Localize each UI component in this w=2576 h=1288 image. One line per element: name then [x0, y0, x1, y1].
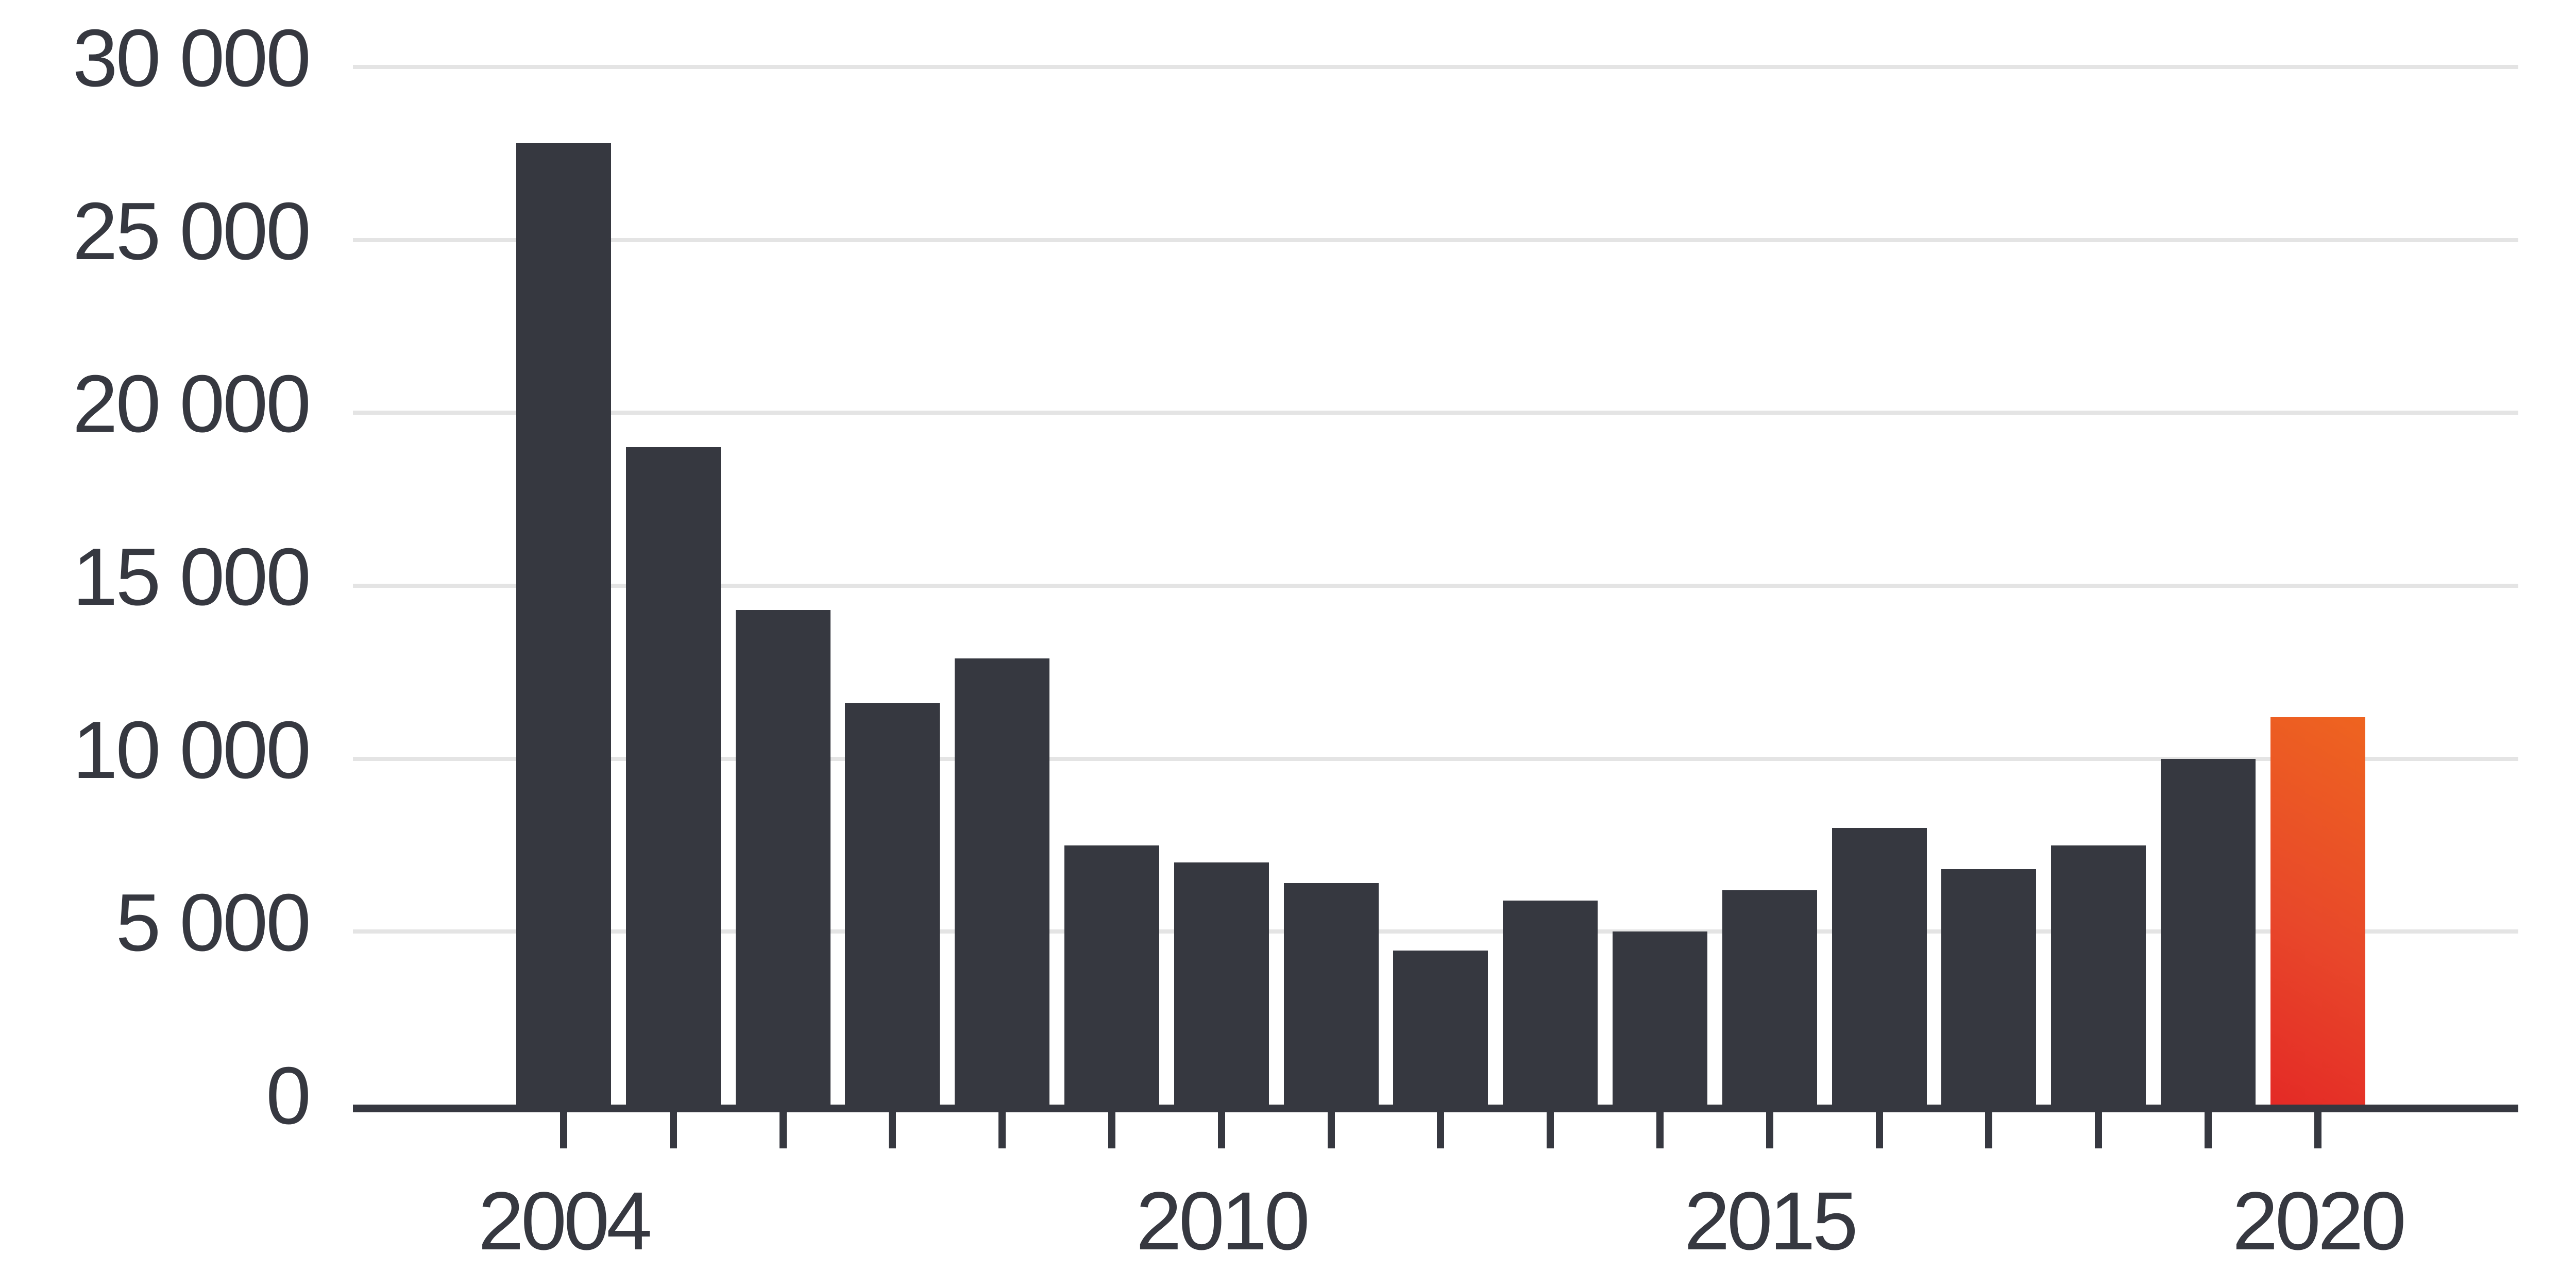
x-tick [669, 1112, 677, 1148]
y-tick-label: 25 000 [72, 185, 311, 277]
bar-2006 [735, 609, 831, 1105]
bar-2009 [1064, 845, 1159, 1105]
x-tick [1547, 1112, 1554, 1148]
bar-2007 [845, 703, 940, 1105]
bar-2019 [2161, 758, 2256, 1105]
bar-2018 [2051, 845, 2146, 1105]
x-tick [1985, 1112, 1993, 1148]
x-tick [1327, 1112, 1335, 1148]
x-tick [1217, 1112, 1225, 1148]
x-tick [779, 1112, 787, 1148]
y-tick-label: 15 000 [72, 532, 311, 622]
bar-2016 [1832, 827, 1927, 1105]
bar-2012 [1393, 951, 1488, 1105]
gridline [353, 411, 2518, 415]
x-tick-label: 2004 [478, 1175, 652, 1267]
x-tick [1437, 1112, 1445, 1148]
x-tick-label: 2010 [1136, 1175, 1310, 1267]
x-tick [560, 1112, 567, 1148]
x-tick [2314, 1112, 2321, 1148]
x-tick-label: 2015 [1684, 1175, 1858, 1267]
y-tick-label: 30 000 [72, 13, 311, 104]
x-tick [1656, 1112, 1664, 1148]
bar-2008 [955, 658, 1050, 1105]
x-tick-label: 2020 [2232, 1175, 2406, 1267]
gridline [353, 929, 2518, 934]
gridline [353, 756, 2518, 761]
x-tick [1108, 1112, 1115, 1148]
x-tick [1766, 1112, 1773, 1148]
gridline [353, 65, 2518, 69]
bar-2013 [1503, 900, 1598, 1105]
bar-2004 [516, 143, 611, 1105]
y-tick-label: 10 000 [72, 704, 311, 795]
bar-2010 [1174, 862, 1269, 1105]
x-tick [1875, 1112, 1883, 1148]
gridline [353, 238, 2518, 242]
y-tick-label: 0 [266, 1050, 311, 1141]
bar-2005 [625, 447, 721, 1105]
y-tick-label: 20 000 [72, 359, 311, 450]
gridline [353, 584, 2518, 588]
x-tick [998, 1112, 1006, 1148]
bar-2011 [1283, 883, 1379, 1105]
x-tick [2095, 1112, 2103, 1148]
x-tick [889, 1112, 896, 1148]
bar-2017 [1941, 869, 2037, 1105]
x-tick [2205, 1112, 2212, 1148]
bar-2014 [1613, 931, 1707, 1105]
y-tick-label: 5 000 [115, 877, 311, 969]
bar-2020 [2270, 717, 2365, 1105]
x-axis-line [353, 1105, 2518, 1112]
bar-2015 [1722, 890, 1817, 1105]
